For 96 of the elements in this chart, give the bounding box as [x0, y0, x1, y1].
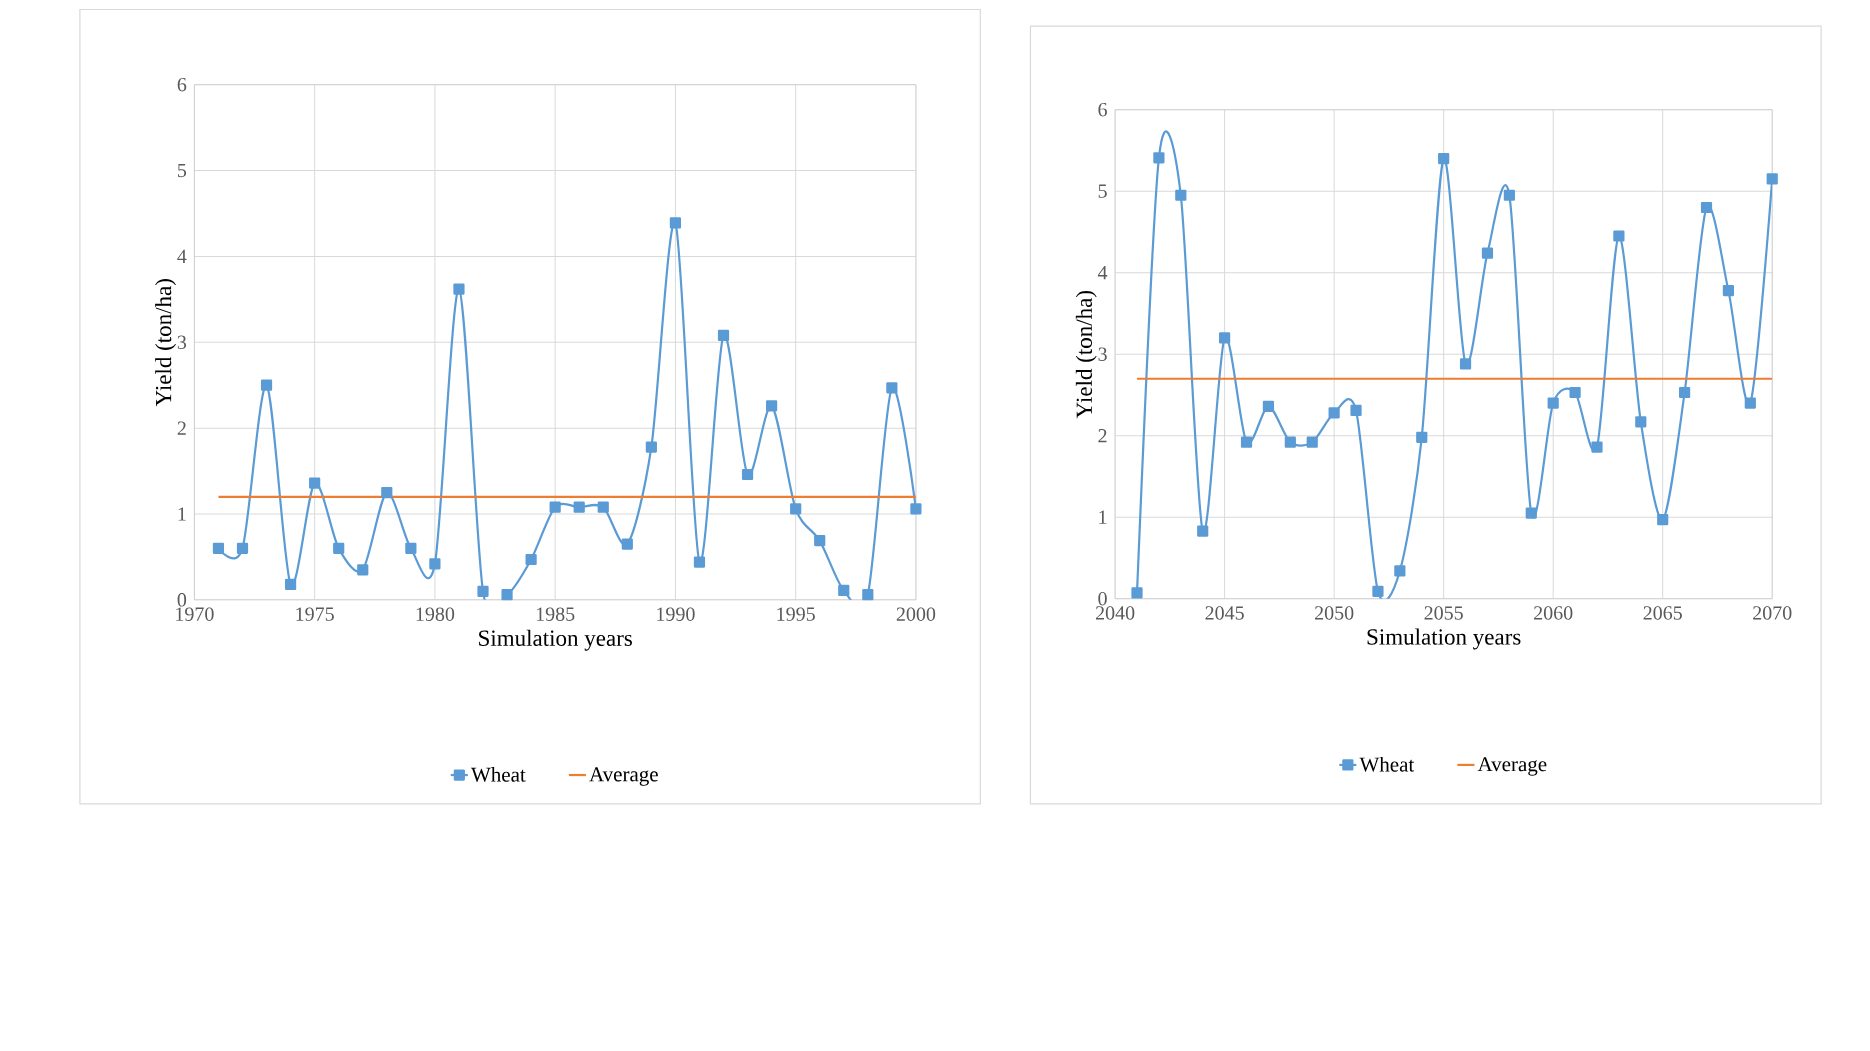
point — [549, 501, 561, 513]
point — [1481, 247, 1494, 259]
point — [766, 400, 778, 412]
point — [525, 554, 537, 566]
point — [333, 542, 345, 555]
y-tick-label: 3 — [1098, 347, 1107, 362]
y-tick-label: 2 — [177, 421, 186, 435]
point — [357, 564, 369, 576]
x-tick-label: 2000 — [896, 607, 936, 622]
y-tick-label: 4 — [177, 249, 187, 264]
point — [1262, 400, 1275, 413]
y-tick-label: 5 — [178, 164, 187, 178]
point — [814, 535, 826, 547]
point — [1547, 397, 1559, 409]
x-tick-label: 2070 — [1753, 606, 1792, 620]
point — [1700, 202, 1713, 214]
point — [260, 379, 273, 391]
point — [1635, 416, 1647, 428]
point — [1328, 407, 1340, 419]
point — [309, 477, 321, 489]
x-tick-label: 2050 — [1315, 606, 1354, 620]
y-tick-label: 6 — [177, 78, 187, 92]
y-tick-label: 4 — [1097, 266, 1108, 280]
legend-label: Wheat — [470, 767, 526, 783]
point — [621, 538, 633, 550]
x-tick-label: 2045 — [1205, 606, 1244, 620]
point — [236, 542, 249, 555]
point — [838, 584, 850, 597]
point — [429, 558, 441, 570]
x-tick-label: 1995 — [777, 607, 815, 621]
point — [886, 382, 898, 394]
point — [1394, 565, 1406, 577]
y-tick-label: 2 — [1098, 429, 1107, 443]
x-tick-label: 1975 — [296, 607, 334, 621]
point — [1657, 514, 1669, 526]
y-tick-label: 0 — [177, 593, 187, 607]
y-tick-label: 5 — [1098, 184, 1107, 198]
x-axis-title: Simulation years — [1367, 628, 1521, 650]
point — [645, 441, 657, 453]
point — [669, 217, 682, 229]
point — [405, 542, 417, 555]
x-tick-label: 1970 — [176, 607, 214, 622]
x-tick-label: 2065 — [1643, 606, 1682, 620]
point — [790, 503, 802, 515]
y-tick-label: 3 — [177, 335, 187, 350]
point — [741, 469, 754, 481]
point — [1372, 585, 1384, 598]
x-tick-label: 1980 — [416, 607, 455, 622]
point — [1350, 404, 1362, 417]
y-tick-label: 1 — [178, 507, 186, 521]
x-axis-title: Simulation years — [479, 629, 632, 651]
point — [597, 501, 609, 513]
point — [1284, 436, 1296, 448]
point — [1175, 189, 1187, 202]
point — [381, 487, 393, 499]
y-axis-title: Yield (ton/ha) — [155, 279, 176, 407]
point — [1153, 152, 1165, 164]
legend-label: Wheat — [1359, 757, 1415, 772]
legend-label: Average — [1477, 757, 1547, 776]
point — [1613, 230, 1625, 242]
point — [1306, 436, 1318, 448]
point — [1503, 189, 1515, 202]
x-tick-label: 1990 — [657, 607, 695, 622]
point — [1240, 436, 1253, 448]
point — [1219, 332, 1231, 344]
point — [1525, 507, 1537, 519]
point — [1416, 431, 1428, 444]
y-tick-label: 1 — [1099, 510, 1107, 524]
point — [1591, 441, 1603, 453]
y-axis-title: Yield (ton/ha) — [1075, 291, 1097, 419]
point — [477, 585, 489, 598]
point — [910, 503, 922, 515]
point — [573, 501, 585, 513]
point — [862, 589, 874, 601]
point — [1722, 285, 1735, 297]
point — [1744, 397, 1756, 409]
point — [1459, 358, 1472, 370]
point — [693, 556, 706, 568]
point — [501, 589, 513, 601]
point — [1438, 153, 1450, 165]
x-tick-label: 2040 — [1095, 606, 1135, 620]
point — [212, 542, 225, 555]
point — [1679, 387, 1691, 399]
point — [285, 578, 297, 591]
point — [453, 283, 465, 295]
point — [1766, 173, 1778, 185]
x-tick-label: 2055 — [1424, 606, 1463, 620]
y-tick-label: 6 — [1098, 103, 1107, 117]
point — [717, 329, 730, 342]
x-tick-label: 1985 — [536, 607, 575, 622]
x-tick-label: 2060 — [1534, 606, 1573, 620]
point — [1197, 525, 1209, 537]
legend-label: Average — [589, 767, 658, 786]
point — [1131, 587, 1143, 599]
point — [1569, 387, 1581, 399]
y-tick-label: 0 — [1098, 592, 1107, 606]
